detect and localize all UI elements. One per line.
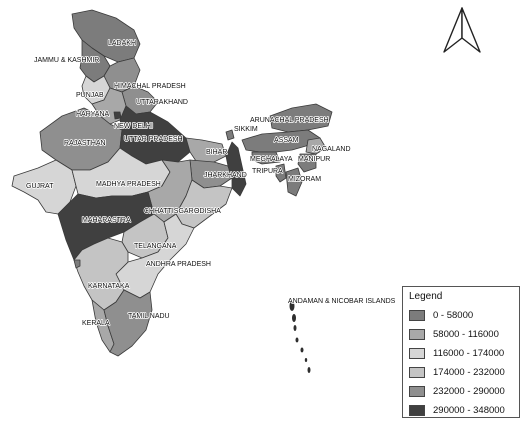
legend-item: 58000 - 116000 (409, 325, 513, 344)
legend-label: 174000 - 232000 (433, 367, 505, 378)
label-maharastra: MAHARASTRA (82, 217, 131, 224)
label-new-delhi: NEW DELHI (114, 123, 153, 130)
state-karnataka (73, 237, 129, 311)
legend-item: 174000 - 232000 (409, 363, 513, 382)
state-tripura (275, 163, 287, 183)
label-uttarakhand: UTTARAKHAND (136, 99, 188, 106)
label-gujrat: GUJRAT (26, 183, 54, 190)
legend-swatch (409, 367, 425, 378)
state-goa (73, 259, 81, 269)
legend-item: 0 - 58000 (409, 306, 513, 325)
state-manipur (297, 153, 317, 173)
legend-label: 58000 - 116000 (433, 329, 499, 340)
legend-swatch (409, 348, 425, 359)
state-sikkim (225, 129, 235, 141)
legend-label: 232000 - 290000 (433, 386, 505, 397)
legend-item: 232000 - 290000 (409, 382, 513, 401)
label-ladakh: LADAKH (108, 40, 136, 47)
label-odisha: ODISHA (194, 208, 221, 215)
legend-item: 116000 - 174000 (409, 344, 513, 363)
state-nagaland (305, 137, 327, 155)
state-tamil-nadu (103, 289, 153, 357)
state-assam (241, 129, 321, 153)
label-tamil-nadu: TAMIL NADU (128, 313, 170, 320)
label-karnataka: KARNATAKA (88, 283, 130, 290)
legend-swatch (409, 329, 425, 340)
label-sikkim: SIKKIM (234, 126, 258, 133)
legend-swatch (409, 386, 425, 397)
label-tripura: TRIPURA (252, 168, 283, 175)
state-meghalaya (251, 151, 281, 165)
legend-label: 290000 - 348000 (433, 405, 505, 416)
label-chhattisgarh: CHHATTISGARH (144, 208, 199, 215)
state-mizoram (285, 167, 303, 197)
legend-title: Legend (409, 291, 443, 302)
label-mizoram: MIZORAM (288, 176, 321, 183)
label-haryana: HARYANA (76, 111, 110, 118)
label-bihar: BIHAR (206, 149, 227, 156)
map-legend: Legend 0 - 58000 58000 - 116000 116000 - 1… (402, 286, 520, 418)
label-madhya-pradesh: MADHYA PRADESH (96, 181, 161, 188)
label-arunachal-pradesh: ARUNACHAL PRADESH (250, 117, 329, 124)
label-andhra-pradesh: ANDHRA PRADESH (146, 261, 211, 268)
label-uttar-pradesh: UTTAR PRADESH (124, 136, 183, 143)
label-nagaland: NAGALAND (312, 146, 351, 153)
label-meghalaya: MEGHALAYA (250, 156, 293, 163)
label-telangana: TELANGANA (134, 243, 177, 250)
label-jharkhand: JHARKHAND (204, 172, 247, 179)
legend-swatch (409, 405, 425, 416)
state-new-delhi (113, 111, 122, 120)
state-west-bengal (225, 141, 247, 197)
label-jammu-kashmir: JAMMU & KASHMIR (34, 57, 99, 64)
label-assam: ASSAM (274, 137, 299, 144)
legend-label: 0 - 58000 (433, 310, 474, 321)
state-arunachal-pradesh (269, 103, 333, 133)
label-kerala: KERALA (82, 320, 110, 327)
legend-swatch (409, 310, 425, 321)
label-rajasthan: RAJASTHAN (64, 140, 106, 147)
label-manipur: MANIPUR (298, 156, 330, 163)
north-arrow-icon (443, 7, 481, 53)
state-bihar (185, 137, 227, 165)
legend-item: 290000 - 348000 (409, 401, 513, 420)
label-andaman-nicobar: ANDAMAN & NICOBAR ISLANDS (288, 298, 396, 305)
legend-label: 116000 - 174000 (433, 348, 505, 359)
label-himachal-pradesh: HIMACHAL PRADESH (114, 83, 186, 90)
state-andaman-nicobar (289, 301, 311, 373)
label-punjab: PUNJAB (76, 92, 104, 99)
